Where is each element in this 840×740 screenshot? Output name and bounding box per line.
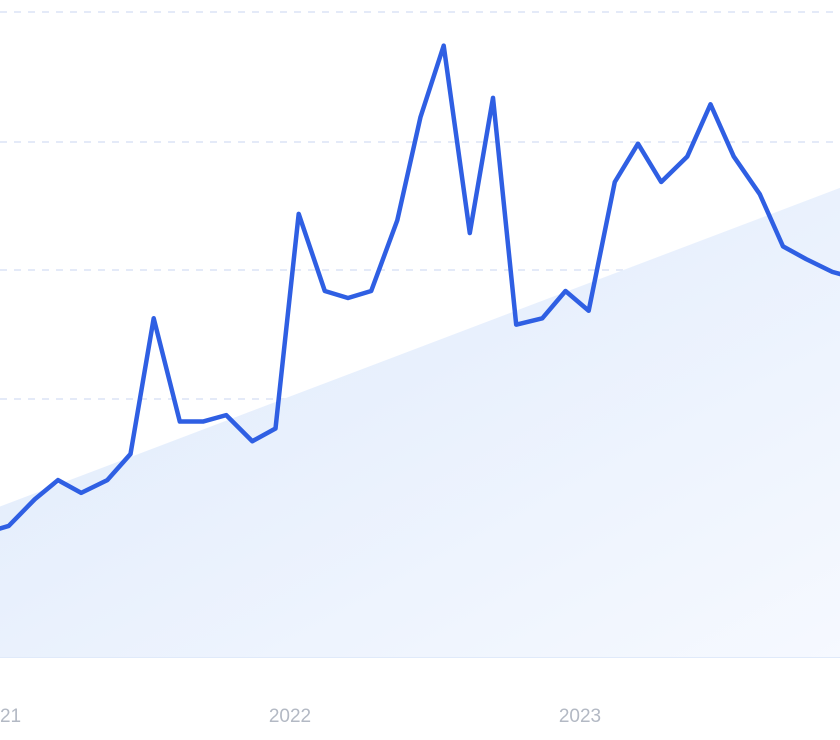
x-axis-ticks: 2021 2022 2023	[0, 706, 601, 727]
x-tick-label: 2023	[559, 706, 601, 727]
series-lines	[0, 43, 840, 531]
trend-area-fill	[0, 187, 840, 657]
x-tick-label: 2021	[0, 706, 21, 727]
trend-area	[0, 187, 840, 657]
series-line	[0, 43, 840, 531]
x-tick-label: 2022	[269, 706, 311, 727]
